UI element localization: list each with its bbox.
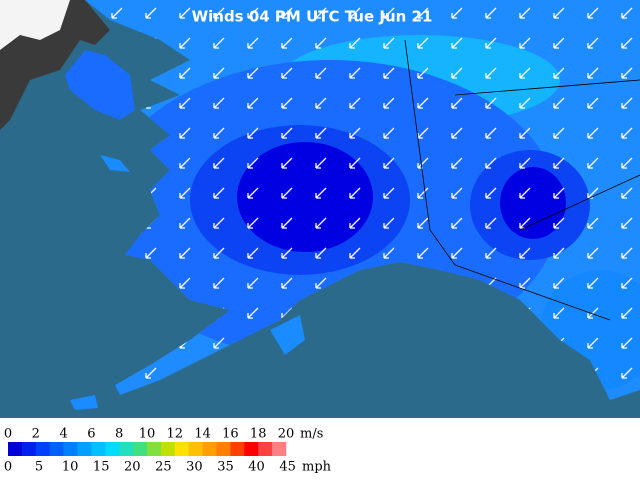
color-swatch <box>35 442 50 456</box>
island <box>70 395 98 410</box>
ms-unit: m/s <box>300 427 323 442</box>
color-swatch <box>160 442 176 456</box>
color-swatch <box>244 442 259 456</box>
chukotka <box>65 50 135 120</box>
color-swatch <box>91 442 106 456</box>
ms-tick-label: 14 <box>194 427 211 442</box>
mph-tick-label: 0 <box>4 460 12 475</box>
color-swatch <box>49 442 64 456</box>
mph-tick-label: 30 <box>186 460 203 475</box>
color-swatch <box>230 442 245 456</box>
ms-tick-label: 12 <box>167 427 184 442</box>
color-swatch <box>258 442 273 456</box>
ms-tick-label: 20 <box>278 427 295 442</box>
ms-tick-label: 8 <box>115 427 123 442</box>
color-swatch <box>188 442 203 456</box>
mph-tick-label: 15 <box>93 460 110 475</box>
mph-tick-label: 20 <box>124 460 141 475</box>
color-swatch <box>272 442 287 456</box>
map: Winds 04 PM UTC Tue Jun 21 <box>0 0 640 418</box>
color-swatch <box>105 442 120 456</box>
ms-tick-label: 0 <box>4 427 12 442</box>
color-swatch <box>77 442 92 456</box>
mph-tick-label: 25 <box>155 460 172 475</box>
mph-tick-label: 10 <box>62 460 79 475</box>
mph-tick-label: 5 <box>35 460 43 475</box>
snow-area <box>0 0 70 50</box>
ms-tick-label: 2 <box>32 427 40 442</box>
color-swatch <box>8 442 23 456</box>
color-swatch <box>119 442 134 456</box>
island <box>100 155 130 172</box>
mph-tick-label: 45 <box>279 460 296 475</box>
color-swatch <box>202 442 217 456</box>
ms-tick-label: 4 <box>59 427 67 442</box>
ms-tick-label: 18 <box>250 427 267 442</box>
color-swatch <box>216 442 231 456</box>
map-title: Winds 04 PM UTC Tue Jun 21 <box>192 8 433 26</box>
island <box>270 315 305 355</box>
ms-tick-label: 10 <box>139 427 156 442</box>
color-swatch <box>21 442 37 456</box>
legend: 0 2 4 6 8 10 12 14 16 18 20 m/s 0 5 10 15 20 25 30 35 40 45 mp… <box>0 418 640 480</box>
color-swatch <box>133 442 148 456</box>
mph-unit: mph <box>302 460 332 475</box>
color-swatch <box>174 442 189 456</box>
color-swatch <box>63 442 78 456</box>
color-swatch <box>147 442 162 456</box>
ms-tick-label: 6 <box>87 427 95 442</box>
mph-tick-label: 40 <box>248 460 265 475</box>
mph-tick-label: 35 <box>217 460 234 475</box>
ms-tick-label: 16 <box>222 427 239 442</box>
